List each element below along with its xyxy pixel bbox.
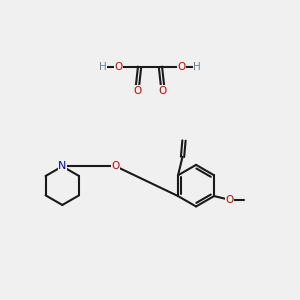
Text: O: O (115, 62, 123, 72)
Text: H: H (99, 62, 106, 72)
Text: H: H (194, 62, 201, 72)
Text: O: O (112, 161, 120, 171)
Text: O: O (177, 62, 185, 72)
Text: O: O (225, 195, 234, 205)
Text: O: O (159, 85, 167, 96)
Text: O: O (133, 85, 141, 96)
Text: N: N (58, 161, 67, 171)
